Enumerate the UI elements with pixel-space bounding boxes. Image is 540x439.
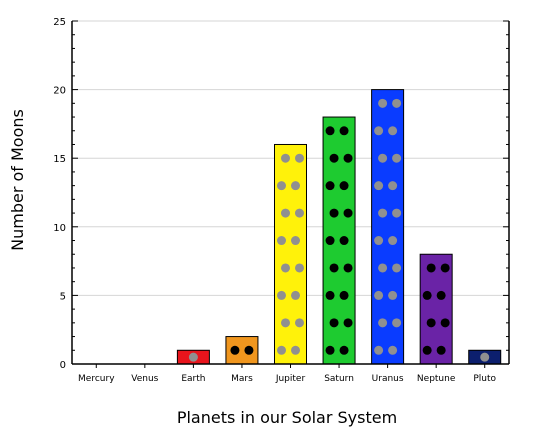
moon-dot [329,153,339,163]
moon-dot [277,181,286,191]
moon-dot [295,153,304,163]
moon-dot [281,153,290,163]
moon-dot [388,126,398,136]
moon-dot [392,153,402,163]
x-category-labels: Mercury Venus Earth Mars Jupiter Saturn Uranus… [78,374,497,384]
x-category-label: Earth [181,374,205,384]
x-category-label: Uranus [372,374,404,384]
moon-dot [374,181,384,191]
x-category-label: Pluto [473,374,496,384]
moon-dot [325,181,335,191]
bar-uranus [371,89,405,365]
moon-dot [392,98,402,108]
moon-dot [281,208,290,218]
moon-dot [343,208,353,218]
moon-dot [291,345,300,355]
x-axis-title: Planets in our Solar System [177,408,397,427]
moon-dot [440,318,450,328]
moon-dot [374,345,384,355]
y-tick-label: 0 [60,360,66,371]
moon-dot [329,263,339,273]
moon-dot [392,263,402,273]
y-tick-label: 5 [60,291,66,302]
x-category-label: Jupiter [275,374,306,384]
moon-dot [325,345,335,355]
moon-dot [244,345,254,355]
moon-dot [343,263,353,273]
moon-dot [374,290,384,300]
moon-dot [392,318,402,328]
moon-dots [188,98,490,362]
moon-dot [378,208,388,218]
bar-neptune [419,253,453,365]
x-category-label: Neptune [417,374,456,384]
moon-dot [388,290,398,300]
moon-dot [426,263,436,273]
moon-dot [378,153,388,163]
y-ticks: 0 5 10 15 20 25 [53,17,66,371]
moon-dot [325,290,335,300]
moon-dot [440,263,450,273]
axes [71,20,510,368]
y-tick-label: 25 [53,17,66,28]
moon-dot [378,263,388,273]
moon-dot [277,290,286,300]
moon-dot [422,290,432,300]
moon-dot [388,236,398,246]
moon-dot [230,345,240,355]
moon-dot [291,181,300,191]
moon-dot [295,263,304,273]
moon-dot [188,352,198,362]
moon-dot [374,126,384,136]
x-category-label: Saturn [324,374,354,384]
moon-dot [374,236,384,246]
moon-dot [339,290,349,300]
moon-dot [281,263,290,273]
moon-dot [277,236,286,246]
moon-dot [329,208,339,218]
moon-dot [422,345,432,355]
moon-dot [480,352,490,362]
x-category-label: Venus [131,374,158,384]
y-tick-label: 20 [53,86,66,97]
moon-dot [343,153,353,163]
moon-dot [426,318,436,328]
x-category-label: Mars [231,374,253,384]
moon-dot [295,318,304,328]
moon-dot [388,181,398,191]
moon-dot [378,318,388,328]
y-tick-label: 10 [53,223,66,234]
y-axis-title: Number of Moons [8,109,27,251]
moon-dot [436,345,446,355]
moon-dot [277,345,286,355]
moon-dot [325,126,335,136]
x-category-label: Mercury [78,374,115,384]
moon-dot [339,345,349,355]
moon-dot [436,290,446,300]
moon-dot [291,236,300,246]
moon-dot [291,290,300,300]
moon-dot [388,345,398,355]
moon-dot [325,236,335,246]
bar-jupiter [274,143,307,365]
moon-dot [339,126,349,136]
moon-dot [329,318,339,328]
moon-dot [339,181,349,191]
moon-dot [295,208,304,218]
moon-dot [392,208,402,218]
y-tick-label: 15 [53,154,66,165]
moon-dot [343,318,353,328]
moon-dot [378,98,388,108]
moon-dot [281,318,290,328]
moon-dot [339,236,349,246]
